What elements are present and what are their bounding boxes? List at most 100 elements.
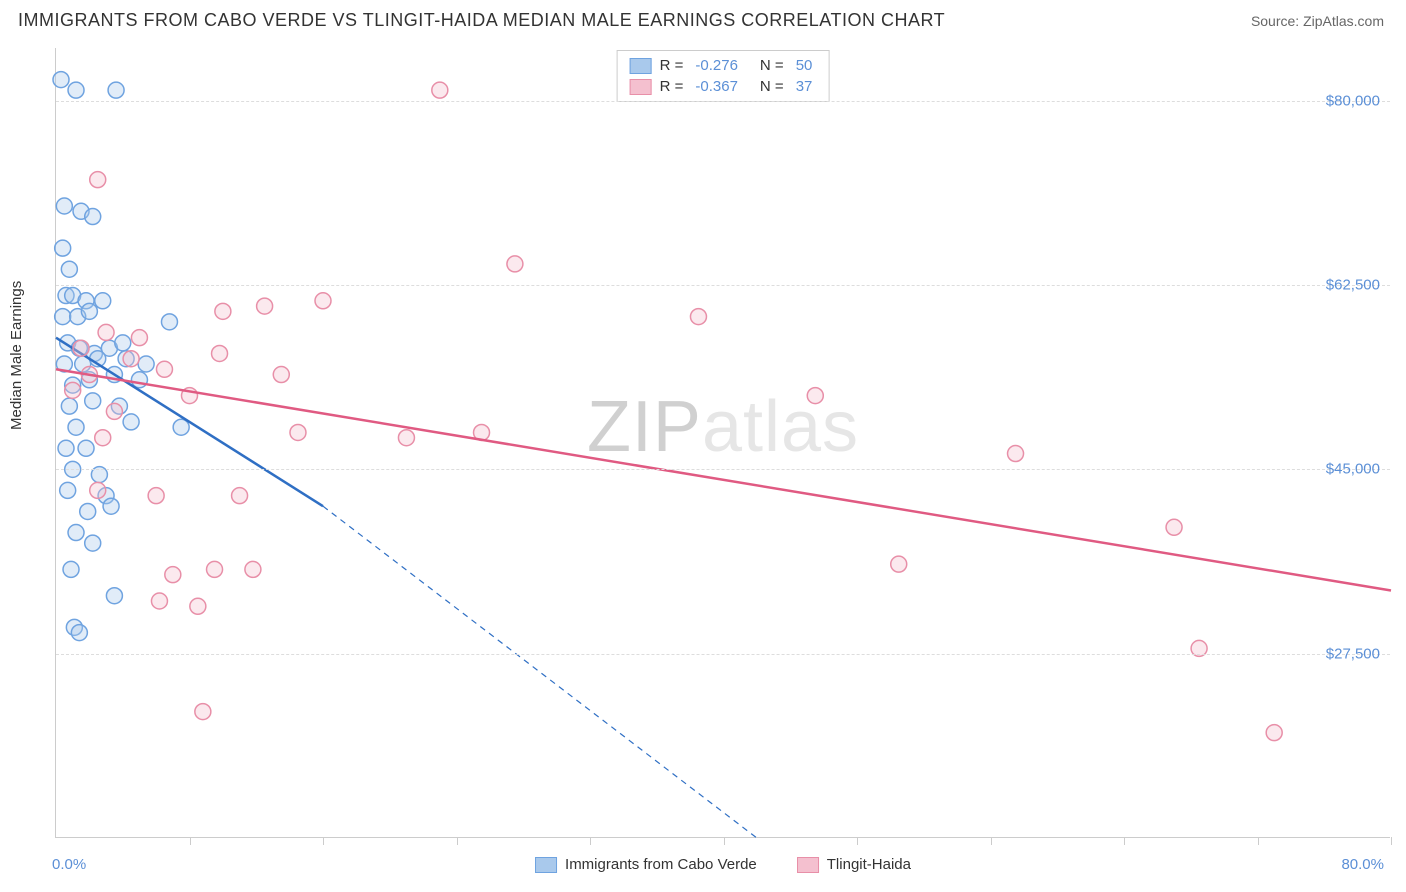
x-tick <box>991 837 992 845</box>
scatter-point <box>195 704 211 720</box>
legend-r-label: R = <box>660 57 684 74</box>
legend-n-value: 50 <box>796 57 813 74</box>
scatter-point <box>507 256 523 272</box>
trend-line-extrapolated <box>323 506 757 838</box>
scatter-point <box>85 209 101 225</box>
x-tick <box>857 837 858 845</box>
x-axis-max-label: 80.0% <box>1341 856 1384 873</box>
scatter-point <box>432 82 448 98</box>
x-tick <box>724 837 725 845</box>
series-legend: Immigrants from Cabo Verde Tlingit-Haida <box>535 856 911 873</box>
scatter-point <box>138 356 154 372</box>
scatter-point <box>891 556 907 572</box>
legend-swatch <box>630 79 652 95</box>
y-tick-label: $27,500 <box>1326 645 1380 662</box>
scatter-point <box>1008 446 1024 462</box>
gridline <box>56 101 1390 102</box>
scatter-point <box>103 498 119 514</box>
scatter-point <box>190 598 206 614</box>
scatter-svg <box>56 48 1390 837</box>
scatter-point <box>58 440 74 456</box>
legend-r-value: -0.367 <box>695 78 738 95</box>
scatter-point <box>68 525 84 541</box>
chart-title: IMMIGRANTS FROM CABO VERDE VS TLINGIT-HA… <box>18 10 945 31</box>
scatter-point <box>55 240 71 256</box>
x-tick <box>1258 837 1259 845</box>
scatter-point <box>1266 725 1282 741</box>
scatter-point <box>398 430 414 446</box>
scatter-point <box>106 588 122 604</box>
scatter-point <box>290 424 306 440</box>
x-tick <box>590 837 591 845</box>
scatter-point <box>123 414 139 430</box>
scatter-point <box>245 561 261 577</box>
scatter-point <box>165 567 181 583</box>
legend-r-value: -0.276 <box>695 57 738 74</box>
scatter-point <box>68 82 84 98</box>
scatter-point <box>232 488 248 504</box>
scatter-point <box>68 419 84 435</box>
legend-series-name: Tlingit-Haida <box>827 856 911 873</box>
scatter-point <box>315 293 331 309</box>
scatter-point <box>61 398 77 414</box>
scatter-point <box>81 303 97 319</box>
scatter-point <box>156 361 172 377</box>
gridline <box>56 654 1390 655</box>
scatter-point <box>78 440 94 456</box>
scatter-point <box>151 593 167 609</box>
legend-swatch <box>797 857 819 873</box>
legend-row: R = -0.367 N = 37 <box>630 76 817 97</box>
scatter-point <box>85 535 101 551</box>
scatter-point <box>212 345 228 361</box>
legend-r-label: R = <box>660 78 684 95</box>
scatter-point <box>215 303 231 319</box>
scatter-point <box>65 382 81 398</box>
correlation-legend: R = -0.276 N = 50 R = -0.367 N = 37 <box>617 50 830 102</box>
legend-series-name: Immigrants from Cabo Verde <box>565 856 757 873</box>
source-attribution: Source: ZipAtlas.com <box>1251 13 1384 29</box>
scatter-point <box>60 482 76 498</box>
x-tick <box>190 837 191 845</box>
chart-header: IMMIGRANTS FROM CABO VERDE VS TLINGIT-HA… <box>0 0 1406 31</box>
y-tick-label: $80,000 <box>1326 92 1380 109</box>
scatter-point <box>73 340 89 356</box>
scatter-point <box>80 503 96 519</box>
legend-item: Tlingit-Haida <box>797 856 911 873</box>
trend-line <box>56 369 1391 590</box>
scatter-point <box>98 324 114 340</box>
legend-n-value: 37 <box>796 78 813 95</box>
gridline <box>56 285 1390 286</box>
scatter-point <box>123 351 139 367</box>
scatter-point <box>56 198 72 214</box>
scatter-point <box>807 388 823 404</box>
y-axis-label: Median Male Earnings <box>8 281 25 430</box>
scatter-point <box>63 561 79 577</box>
scatter-point <box>161 314 177 330</box>
legend-item: Immigrants from Cabo Verde <box>535 856 757 873</box>
scatter-point <box>1166 519 1182 535</box>
scatter-point <box>273 367 289 383</box>
chart-plot-area: ZIPatlas R = -0.276N = 50R = -0.367N = 3… <box>55 48 1390 838</box>
scatter-point <box>53 72 69 88</box>
legend-swatch <box>630 58 652 74</box>
gridline <box>56 469 1390 470</box>
legend-n-label: N = <box>760 57 784 74</box>
scatter-point <box>690 309 706 325</box>
scatter-point <box>95 430 111 446</box>
scatter-point <box>108 82 124 98</box>
x-tick <box>323 837 324 845</box>
scatter-point <box>257 298 273 314</box>
scatter-point <box>85 393 101 409</box>
y-tick-label: $45,000 <box>1326 461 1380 478</box>
legend-n-label: N = <box>760 78 784 95</box>
scatter-point <box>90 482 106 498</box>
x-tick <box>1391 837 1392 845</box>
x-axis-min-label: 0.0% <box>52 856 86 873</box>
scatter-point <box>61 261 77 277</box>
scatter-point <box>106 403 122 419</box>
scatter-point <box>90 172 106 188</box>
scatter-point <box>131 330 147 346</box>
legend-row: R = -0.276 N = 50 <box>630 55 817 76</box>
scatter-point <box>148 488 164 504</box>
scatter-point <box>207 561 223 577</box>
